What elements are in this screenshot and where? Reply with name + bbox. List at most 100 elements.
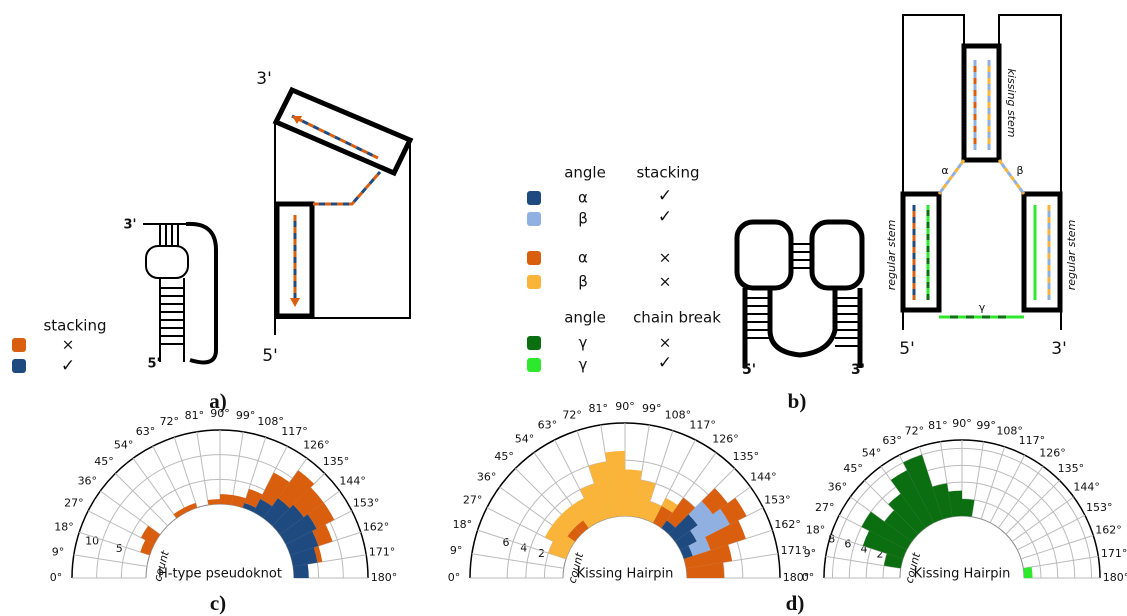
chart-title: H-type pseudoknot: [158, 567, 282, 582]
theta-tick-label: 162°: [1095, 523, 1122, 536]
theta-tick-label: 27°: [463, 493, 483, 506]
chart-title: Kissing Hairpin: [914, 567, 1011, 582]
legend-angle: γ: [579, 356, 588, 374]
legend-mark: ✓: [658, 186, 672, 206]
legend-swatch: [12, 338, 26, 352]
end-label: 5': [899, 339, 915, 359]
theta-tick-label: 108°: [665, 408, 692, 421]
theta-tick-label: 126°: [303, 438, 330, 451]
theta-tick-label: 180°: [1103, 571, 1127, 584]
grid-line: [1021, 535, 1093, 558]
theta-tick-label: 153°: [353, 497, 380, 510]
legend-angle: β: [578, 210, 588, 228]
theta-tick-label: 135°: [1058, 462, 1085, 475]
pseudoknot-sketch: [143, 224, 216, 363]
end-label: 5': [262, 346, 278, 366]
r-tick-label: 8: [828, 533, 835, 546]
kissing-hairpin-sketch: [737, 222, 862, 368]
theta-tick-label: 54°: [515, 433, 535, 446]
charts: 5100°9°18°27°36°45°54°63°72°81°90°99°108…: [50, 400, 1127, 585]
r-tick-label: 5: [116, 542, 123, 555]
bar: [1023, 567, 1032, 578]
theta-tick-label: 99°: [236, 409, 256, 422]
end-label: 3': [123, 218, 136, 233]
theta-tick-label: 117°: [1019, 434, 1046, 447]
theta-tick-label: 18°: [54, 520, 74, 533]
legend-swatch: [527, 336, 541, 350]
theta-tick-label: 171°: [369, 545, 396, 558]
theta-tick-label: 9°: [450, 544, 463, 557]
legend-header: angle: [564, 309, 606, 327]
theta-tick-label: 81°: [928, 419, 948, 432]
theta-tick-label: 90°: [952, 417, 972, 430]
theta-tick-label: 153°: [764, 493, 791, 506]
theta-tick-label: 63°: [538, 419, 558, 432]
bar: [184, 503, 197, 512]
grid-line: [990, 455, 1024, 523]
theta-tick-label: 171°: [1101, 547, 1127, 560]
legend-mark: ✓: [61, 356, 75, 376]
end-label: 3': [851, 362, 865, 378]
angle-label: β: [1016, 164, 1023, 177]
theta-tick-label: 54°: [862, 446, 882, 459]
theta-tick-label: 180°: [371, 571, 398, 584]
theta-tick-label: 9°: [804, 547, 817, 560]
theta-tick-label: 81°: [588, 402, 608, 415]
grid-line: [197, 432, 209, 505]
grid-line: [133, 458, 176, 518]
legend-header: stacking: [636, 164, 699, 182]
end-label: 3': [256, 69, 272, 89]
legend-swatch: [12, 359, 26, 373]
theta-tick-label: 126°: [1039, 446, 1066, 459]
theta-tick-label: 117°: [281, 425, 308, 438]
theta-tick-label: 90°: [615, 400, 635, 413]
pseudoknot-geometry: [275, 90, 410, 335]
theta-tick-label: 72°: [905, 425, 925, 438]
theta-tick-label: 72°: [562, 408, 582, 421]
legend-swatch: [527, 212, 541, 226]
theta-tick-label: 162°: [774, 518, 801, 531]
stem-label: kissing stem: [1005, 69, 1018, 138]
r-tick-label: 2: [538, 547, 545, 560]
chart-title: Kissing Hairpin: [577, 567, 674, 582]
r-tick-label: 4: [520, 542, 527, 555]
caption: b): [788, 389, 807, 413]
theta-tick-label: 99°: [976, 419, 996, 432]
grid-line: [174, 437, 197, 507]
theta-tick-label: 126°: [712, 433, 739, 446]
grid-line: [472, 554, 564, 569]
theta-tick-label: 27°: [64, 497, 84, 510]
theta-tick-label: 135°: [733, 450, 760, 463]
theta-tick-label: 117°: [689, 419, 716, 432]
legend-angle: α: [578, 249, 588, 267]
stem-label: regular stem: [1065, 220, 1078, 291]
grid-line: [232, 432, 244, 505]
angle-label: γ: [979, 301, 986, 314]
legend-mark: ×: [659, 273, 672, 291]
legend-mark: ✓: [658, 353, 672, 373]
legend-swatch: [527, 191, 541, 205]
theta-tick-label: 81°: [185, 409, 205, 422]
theta-tick-label: 18°: [806, 523, 826, 536]
theta-tick-label: 18°: [453, 518, 473, 531]
legend-swatch: [527, 275, 541, 289]
legend-mark: ✓: [658, 207, 672, 227]
theta-tick-label: 0°: [50, 571, 63, 584]
legend-mark: ×: [659, 334, 672, 352]
theta-tick-label: 162°: [363, 520, 390, 533]
theta-tick-label: 99°: [642, 402, 662, 415]
theta-tick-label: 144°: [750, 470, 777, 483]
theta-tick-label: 45°: [94, 455, 114, 468]
bar: [141, 526, 160, 545]
theta-tick-label: 144°: [1073, 480, 1100, 493]
theta-tick-label: 135°: [323, 455, 350, 468]
legend-header: chain break: [633, 309, 721, 327]
theta-tick-label: 144°: [339, 475, 366, 488]
legend-mark: ×: [659, 249, 672, 267]
end-label: 5': [147, 357, 160, 372]
legend-angle: β: [578, 273, 588, 291]
theta-tick-label: 72°: [160, 415, 180, 428]
legend-swatch: [527, 358, 541, 372]
theta-tick-label: 90°: [210, 407, 230, 420]
bar: [174, 508, 187, 518]
